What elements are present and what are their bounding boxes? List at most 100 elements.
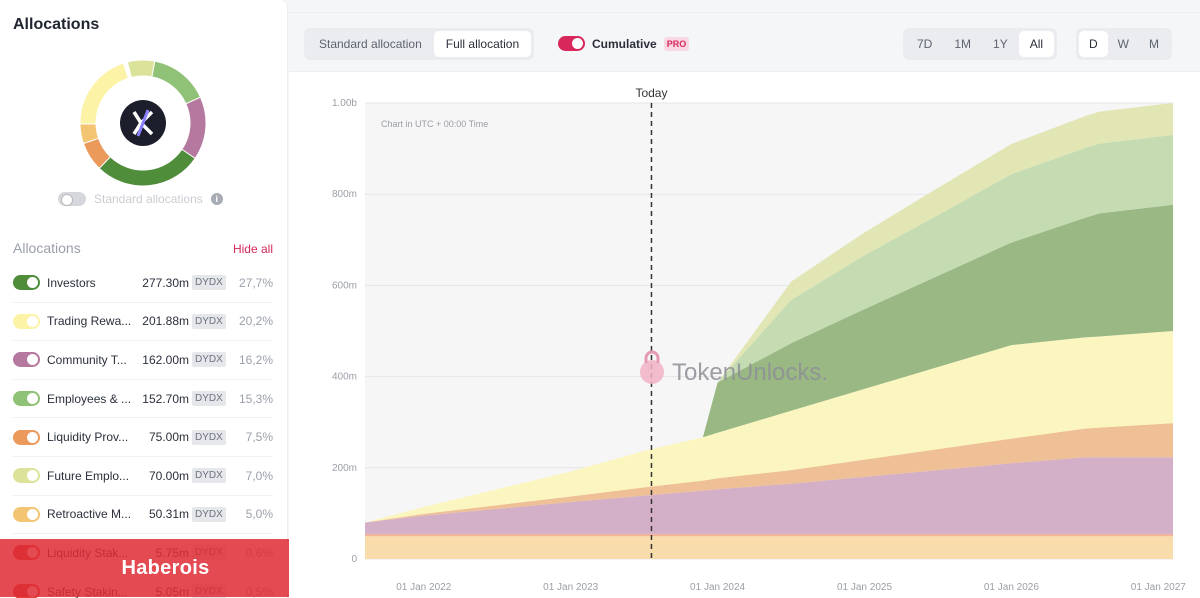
allocation-amount: 50.31m — [148, 507, 189, 522]
allocation-name: Employees & ... — [47, 391, 132, 406]
allocation-row[interactable]: Liquidity Prov... 75.00m DYDX 7,5% — [13, 418, 273, 457]
x-tick-label: 01 Jan 2024 — [690, 582, 745, 593]
allocation-name: Future Emplo... — [47, 468, 130, 483]
area-series-band[interactable] — [365, 134, 1173, 523]
x-tick-label: 01 Jan 2023 — [543, 582, 598, 593]
today-label: Today — [635, 86, 667, 100]
token-badge: DYDX — [192, 352, 226, 368]
hide-all-link[interactable]: Hide all — [232, 242, 273, 256]
range-7d[interactable]: 7D — [917, 37, 933, 51]
allocation-row[interactable]: Future Emplo... 70.00m DYDX 7,0% — [13, 457, 273, 496]
donut-segments — [79, 59, 207, 187]
range-1y[interactable]: 1Y — [993, 37, 1008, 51]
allocation-name: Investors — [47, 275, 96, 290]
area-series-band[interactable] — [365, 103, 1173, 523]
watermark-text: TokenUnlocks. — [672, 359, 828, 386]
allocation-percent: 7,5% — [245, 430, 273, 445]
y-tick-label: 200m — [332, 463, 357, 474]
allocation-donut[interactable] — [78, 58, 208, 188]
allocation-toggle[interactable] — [13, 313, 40, 329]
chart-container: 0 200m 400m 600m 800m 1.00b 01 Jan 2022 01 Jan… — [289, 72, 1200, 598]
token-badge: DYDX — [192, 275, 226, 291]
y-tick-label: 1.00b — [332, 98, 357, 109]
allocation-percent: 5,0% — [245, 507, 273, 522]
granularity-month[interactable]: M — [1149, 37, 1159, 51]
granularity-tabs: D W M — [1076, 28, 1172, 60]
allocation-amount: 75.00m — [148, 430, 189, 445]
area-series-band[interactable] — [365, 423, 1173, 523]
allocations-list-header: Allocations Hide all — [13, 240, 273, 256]
allocation-row[interactable]: Retroactive M... 50.31m DYDX 5,0% — [13, 496, 273, 535]
allocation-percent: 16,2% — [238, 352, 273, 367]
allocation-amount: 162.00m — [142, 352, 189, 367]
allocation-row[interactable]: Investors 277.30m DYDX 27,7% — [13, 264, 273, 303]
tab-full-allocation[interactable]: Full allocation — [433, 31, 532, 57]
dydx-logo-mark — [132, 110, 154, 136]
pro-badge: PRO — [663, 36, 690, 51]
cumulative-label: Cumulative — [592, 36, 657, 51]
range-all[interactable]: All — [1018, 31, 1055, 57]
panel-title: Allocations — [13, 16, 100, 33]
x-tick-label: 01 Jan 2022 — [396, 582, 451, 593]
x-tick-label: 01 Jan 2027 — [1131, 582, 1186, 593]
allocation-amount: 277.30m — [142, 275, 189, 290]
granularity-week[interactable]: W — [1117, 37, 1129, 51]
area-series-band[interactable] — [365, 204, 1173, 523]
allocation-name: Liquidity Prov... — [47, 430, 129, 445]
allocation-name: Retroactive M... — [47, 507, 132, 522]
area-series-band[interactable] — [365, 536, 1173, 559]
standard-allocations-toggle[interactable] — [58, 192, 86, 206]
dydx-logo-slash — [136, 109, 150, 137]
donut-segment[interactable] — [126, 59, 156, 79]
y-tick-label: 800m — [332, 189, 357, 200]
x-axis-ticks: 01 Jan 2022 01 Jan 2023 01 Jan 2024 01 Jan … — [396, 582, 1186, 593]
allocation-row[interactable]: Trading Rewa... 201.88m DYDX 20,2% — [13, 303, 273, 342]
allocation-percent: 20,2% — [238, 314, 273, 329]
y-tick-label: 400m — [332, 372, 357, 383]
info-icon[interactable]: i — [210, 193, 223, 205]
watermark-lock-icon — [640, 360, 664, 384]
allocation-amount: 152.70m — [142, 391, 189, 406]
chart-toolbar: Standard allocation Full allocation Cumu… — [289, 12, 1200, 72]
x-tick-label: 01 Jan 2026 — [984, 582, 1039, 593]
watermark: TokenUnlocks. — [640, 350, 828, 386]
cumulative-toggle[interactable] — [558, 36, 585, 51]
tab-standard-allocation[interactable]: Standard allocation — [319, 37, 422, 51]
allocation-toggle[interactable] — [13, 352, 40, 368]
time-range-tabs: 7D 1M 1Y All — [903, 28, 1058, 60]
token-badge: DYDX — [192, 391, 226, 407]
allocation-toggle[interactable] — [13, 391, 40, 407]
allocation-type-tabs: Standard allocation Full allocation — [304, 28, 535, 60]
allocation-toggle[interactable] — [13, 506, 40, 522]
token-badge: DYDX — [192, 506, 226, 522]
y-tick-label: 0 — [351, 554, 357, 565]
range-1m[interactable]: 1M — [954, 37, 972, 51]
cumulative-control: Cumulative PRO — [558, 36, 690, 51]
allocation-toggle[interactable] — [13, 275, 40, 291]
allocation-row[interactable]: Community T... 162.00m DYDX 16,2% — [13, 341, 273, 380]
area-series-band[interactable] — [365, 331, 1173, 523]
allocation-toggle[interactable] — [13, 468, 40, 484]
donut-segment[interactable] — [79, 62, 129, 125]
y-axis-ticks: 0 200m 400m 600m 800m 1.00b — [332, 98, 357, 565]
token-badge: DYDX — [192, 313, 226, 329]
allocation-percent: 7,0% — [245, 468, 273, 483]
allocation-percent: 15,3% — [238, 391, 273, 406]
token-badge: DYDX — [192, 429, 226, 445]
banner-text: Haberois — [121, 556, 210, 579]
allocation-amount: 201.88m — [142, 314, 189, 329]
allocation-row[interactable]: Employees & ... 152.70m DYDX 15,3% — [13, 380, 273, 419]
area-series-band[interactable] — [365, 457, 1173, 534]
watermark-lock-shackle — [644, 350, 660, 363]
banner-overlay: Haberois — [0, 539, 331, 597]
allocation-name: Community T... — [47, 352, 127, 367]
allocation-name: Trading Rewa... — [47, 314, 132, 329]
y-tick-label: 600m — [332, 280, 357, 291]
standard-allocations-toggle-row: Standard allocations i — [58, 192, 223, 206]
allocation-toggle[interactable] — [13, 429, 40, 445]
granularity-day[interactable]: D — [1079, 31, 1108, 57]
allocation-amount: 70.00m — [148, 468, 189, 483]
area-series-band[interactable] — [365, 533, 1173, 537]
